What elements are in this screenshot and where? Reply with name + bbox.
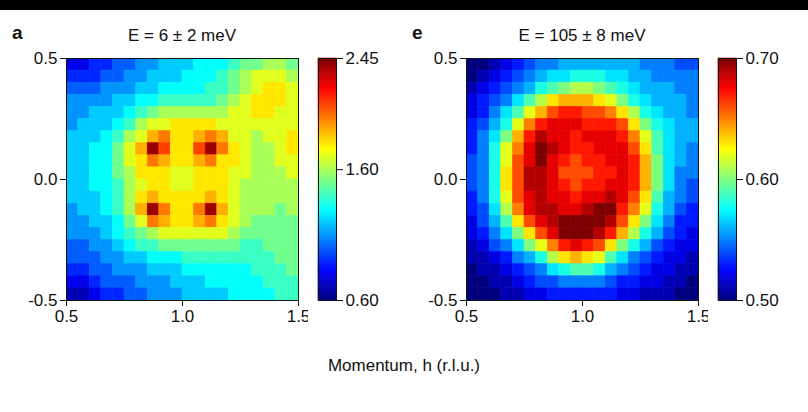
html-text:E = 105 ± 8 meV: E = 105 ± 8 meV xyxy=(518,26,646,45)
svg-text:0.70: 0.70 xyxy=(746,50,779,68)
svg-text:0.5: 0.5 xyxy=(34,50,58,68)
svg-text:2.45: 2.45 xyxy=(346,50,379,68)
svg-text:0.0: 0.0 xyxy=(434,170,458,189)
svg-text:-0.5: -0.5 xyxy=(28,291,57,310)
html-text:a: a xyxy=(12,22,23,43)
svg-text:1.0: 1.0 xyxy=(171,307,195,326)
svg-text:1.0: 1.0 xyxy=(571,307,595,326)
svg-text:0.50: 0.50 xyxy=(746,291,779,310)
html-text:Momentum, h (r.l.u.): Momentum, h (r.l.u.) xyxy=(327,356,480,375)
svg-text:1.5: 1.5 xyxy=(687,307,708,326)
svg-text:0.60: 0.60 xyxy=(346,291,379,310)
html-text:E = 6 ± 2 meV: E = 6 ± 2 meV xyxy=(128,26,236,45)
svg-text:1.5: 1.5 xyxy=(287,307,308,326)
svg-text:0.0: 0.0 xyxy=(34,170,58,189)
svg-text:0.60: 0.60 xyxy=(746,170,779,189)
svg-text:1.60: 1.60 xyxy=(346,160,379,179)
svg-text:0.5: 0.5 xyxy=(455,307,479,326)
html-text:e: e xyxy=(412,22,423,43)
svg-text:-0.5: -0.5 xyxy=(428,291,457,310)
svg-text:0.5: 0.5 xyxy=(434,50,458,68)
svg-text:0.5: 0.5 xyxy=(55,307,79,326)
